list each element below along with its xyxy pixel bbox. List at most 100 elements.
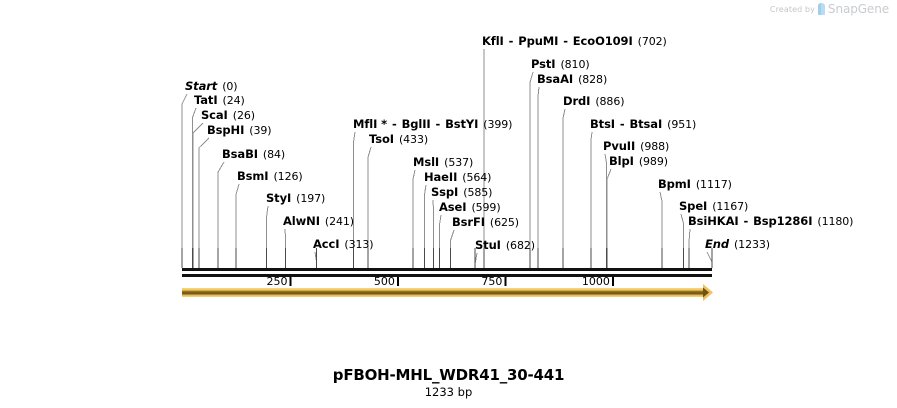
ruler-tick-250 bbox=[289, 277, 292, 286]
site-label-bsaai[interactable]: BsaAI (828) bbox=[537, 73, 607, 87]
site-position: (197) bbox=[296, 192, 326, 205]
site-label-styi[interactable]: StyI (197) bbox=[266, 191, 326, 206]
site-enzyme-name: StyI bbox=[266, 191, 292, 205]
site-position: (702) bbox=[637, 35, 667, 48]
site-enzyme-name: EcoO109I bbox=[572, 34, 633, 48]
site-enzyme-name: DrdI bbox=[563, 94, 591, 108]
site-name-separator: - bbox=[388, 117, 401, 131]
snapgene-watermark: Created by SnapGene bbox=[770, 2, 889, 16]
site-label-blpi[interactable]: BlpI (989) bbox=[609, 154, 668, 169]
leader-line-tati bbox=[191, 107, 197, 268]
site-enzyme-name: AlwNI bbox=[283, 214, 320, 228]
leader-line-msli bbox=[412, 169, 416, 268]
site-name-separator: - bbox=[504, 34, 518, 48]
leader-line-scai bbox=[192, 122, 204, 268]
site-position: (951) bbox=[667, 118, 697, 131]
site-enzyme-name: End bbox=[705, 237, 729, 251]
site-enzyme-name: Start bbox=[185, 79, 218, 93]
site-position: (26) bbox=[232, 109, 255, 122]
site-label-asei[interactable]: AseI (599) bbox=[439, 200, 501, 215]
site-enzyme-name: StuI bbox=[475, 238, 501, 252]
leader-line-bsabi bbox=[217, 161, 225, 268]
ruler-tick-500 bbox=[396, 277, 399, 286]
site-label-drdi[interactable]: DrdI (886) bbox=[563, 94, 625, 109]
site-label-alwni[interactable]: AlwNI (241) bbox=[283, 214, 354, 229]
site-label-psti[interactable]: PstI (810) bbox=[531, 58, 590, 72]
site-enzyme-name: BtsI bbox=[590, 117, 615, 131]
site-position: (399) bbox=[483, 118, 513, 131]
site-label-scai[interactable]: ScaI (26) bbox=[201, 109, 255, 123]
snapgene-logo-icon bbox=[817, 3, 825, 15]
site-position: (564) bbox=[462, 171, 492, 184]
site-label-end[interactable]: End (1233) bbox=[705, 237, 770, 252]
site-position: (585) bbox=[463, 186, 493, 199]
map-title-block: pFBOH-MHL_WDR41_30-441 1233 bp bbox=[0, 366, 897, 399]
site-label-pvuii[interactable]: PvuII (988) bbox=[603, 140, 669, 154]
site-enzyme-name: BsrFI bbox=[452, 215, 485, 229]
site-enzyme-name: KflI bbox=[482, 34, 504, 48]
site-enzyme-name: BpmI bbox=[658, 177, 691, 191]
watermark-brand-text: SnapGene bbox=[827, 2, 889, 16]
site-label-bsmi[interactable]: BsmI (126) bbox=[237, 169, 303, 184]
site-label-haeii[interactable]: HaeII (564) bbox=[424, 171, 492, 185]
site-name-separator: - bbox=[559, 34, 572, 48]
site-name-separator: - bbox=[616, 117, 629, 131]
site-label-bsihkai-bsp1286i[interactable]: BsiHKAI - Bsp1286I (1180) bbox=[688, 214, 854, 229]
leader-line-bpmi bbox=[659, 191, 663, 268]
site-position: (1117) bbox=[695, 178, 732, 191]
ruler-label-750: 750 bbox=[481, 275, 503, 288]
leader-line-btsi-btsai bbox=[590, 131, 593, 268]
site-label-spei[interactable]: SpeI (1167) bbox=[679, 200, 749, 214]
site-label-bsrfi[interactable]: BsrFI (625) bbox=[452, 215, 519, 230]
site-label-mfli-bglii-bstyi[interactable]: MflI * - BglII - BstYI (399) bbox=[353, 117, 513, 132]
site-position: (126) bbox=[273, 170, 303, 183]
site-enzyme-name: PpuMI bbox=[518, 34, 559, 48]
site-position: (24) bbox=[222, 94, 245, 107]
site-label-bsabi[interactable]: BsaBI (84) bbox=[222, 148, 285, 162]
site-enzyme-name: BlpI bbox=[609, 154, 634, 168]
site-enzyme-name: BstYI bbox=[445, 117, 479, 131]
leader-line-blpi bbox=[606, 168, 612, 268]
sequence-backbone bbox=[182, 268, 712, 277]
site-position: (599) bbox=[471, 201, 501, 214]
site-label-btsi-btsai[interactable]: BtsI - BtsaI (951) bbox=[590, 117, 697, 132]
leader-line-bsphi bbox=[198, 137, 210, 268]
site-name-separator: - bbox=[431, 117, 445, 131]
ruler-tick-750 bbox=[504, 277, 507, 286]
site-enzyme-name: TsoI bbox=[369, 132, 394, 146]
site-label-acci[interactable]: AccI (313) bbox=[313, 238, 374, 252]
site-enzyme-name: TatI bbox=[194, 93, 218, 107]
site-label-stui[interactable]: StuI (682) bbox=[475, 238, 535, 253]
site-label-sspi[interactable]: SspI (585) bbox=[431, 185, 493, 200]
leader-line-start bbox=[181, 93, 188, 268]
site-position: (682) bbox=[505, 239, 535, 252]
site-enzyme-name: AseI bbox=[439, 200, 467, 214]
site-enzyme-name: SspI bbox=[431, 185, 459, 199]
leader-line-drdi bbox=[562, 108, 566, 268]
site-label-msli[interactable]: MslI (537) bbox=[413, 156, 473, 170]
site-position: (313) bbox=[344, 238, 374, 251]
site-enzyme-name: BsmI bbox=[237, 169, 269, 183]
site-position: (810) bbox=[560, 58, 590, 71]
site-position: (989) bbox=[638, 155, 668, 168]
watermark-created-by-text: Created by bbox=[769, 4, 815, 14]
leader-line-tsoi bbox=[367, 146, 372, 268]
site-label-kfli-ppumi-ecoo109i[interactable]: KflI - PpuMI - EcoO109I (702) bbox=[482, 34, 667, 49]
ruler-label-500: 500 bbox=[373, 275, 395, 288]
site-label-bpmi[interactable]: BpmI (1117) bbox=[658, 177, 732, 192]
site-label-tsoi[interactable]: TsoI (433) bbox=[369, 132, 428, 147]
leader-line-mfli-bglii-bstyi bbox=[353, 131, 356, 268]
site-label-bsphi[interactable]: BspHI (39) bbox=[207, 124, 272, 138]
leader-line-haeii bbox=[423, 184, 427, 268]
site-enzyme-name: MflI * bbox=[353, 117, 388, 131]
plasmid-name: pFBOH-MHL_WDR41_30-441 bbox=[332, 366, 565, 384]
site-position: (1180) bbox=[817, 215, 854, 228]
plasmid-size: 1233 bp bbox=[424, 385, 473, 399]
site-position: (1167) bbox=[712, 200, 749, 213]
site-label-start[interactable]: Start (0) bbox=[185, 79, 238, 94]
ruler-tick-marks bbox=[289, 277, 614, 286]
site-name-separator: - bbox=[739, 214, 753, 228]
site-label-tati[interactable]: TatI (24) bbox=[194, 93, 245, 108]
